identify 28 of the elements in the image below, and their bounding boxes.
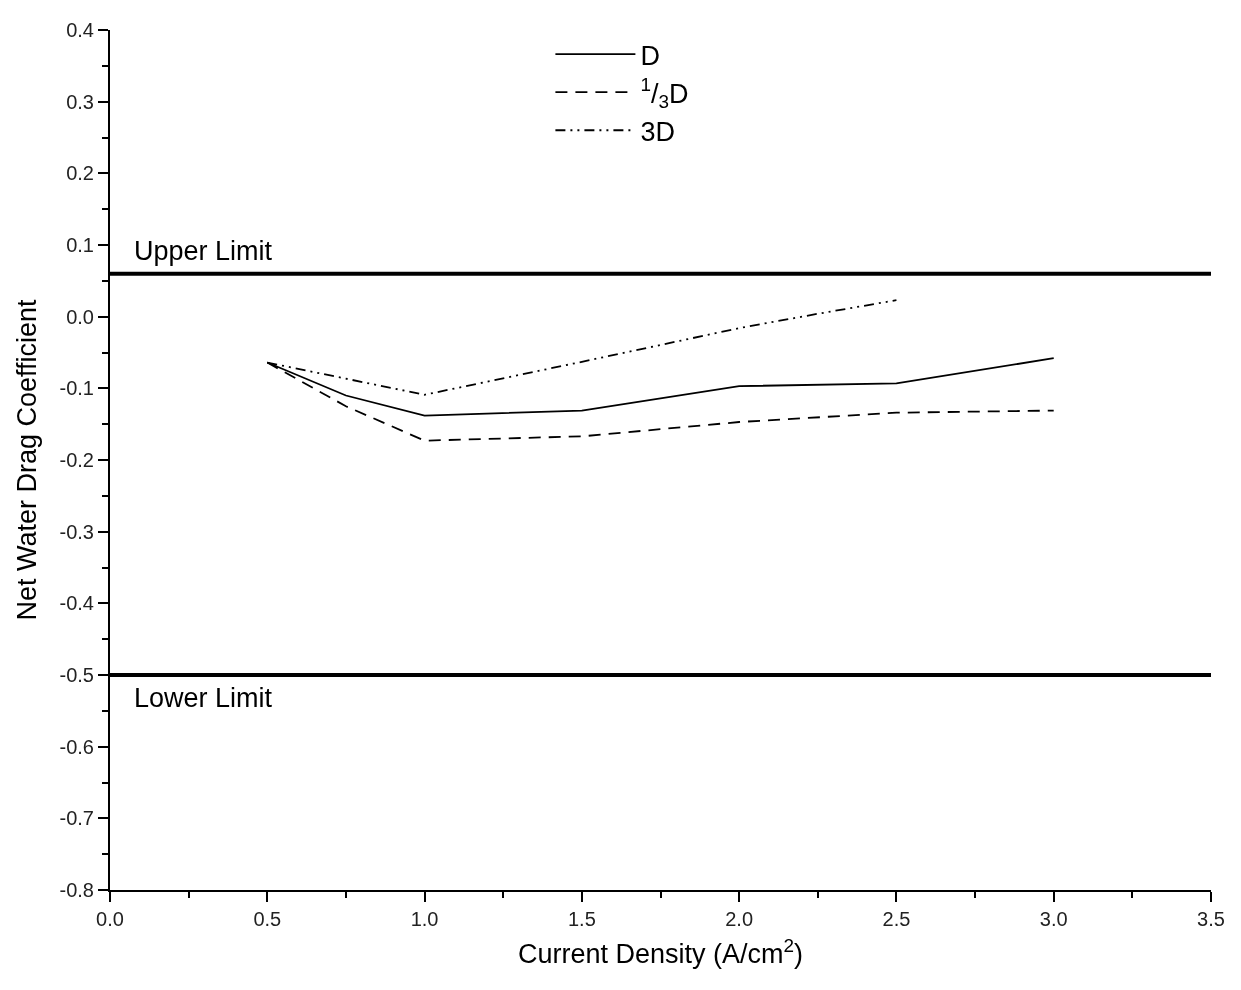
x-tick-label: 2.0 xyxy=(725,908,754,930)
y-tick-label: 0.3 xyxy=(66,90,94,113)
x-tick-label: 3.0 xyxy=(1039,908,1068,930)
y-tick-label: -0.3 xyxy=(59,520,94,543)
x-tick-label: 1.0 xyxy=(410,908,439,930)
x-tick-label: 3.5 xyxy=(1197,908,1225,930)
x-tick-label: 1.5 xyxy=(567,908,596,930)
y-tick-label: -0.2 xyxy=(59,449,94,471)
x-tick-label: 0.5 xyxy=(253,908,282,930)
y-axis-title: Net Water Drag Coefficient xyxy=(12,298,43,621)
y-tick-label: -0.4 xyxy=(59,592,94,615)
y-tick-label: -0.5 xyxy=(59,664,94,686)
y-tick-label: -0.8 xyxy=(59,879,94,901)
y-tick-label: -0.1 xyxy=(59,377,94,400)
legend-label: 3D xyxy=(640,116,675,147)
y-tick-label: 0.1 xyxy=(66,234,94,256)
legend-label: D xyxy=(640,40,660,71)
y-tick-label: -0.6 xyxy=(59,735,94,758)
ref-line-label: Upper Limit xyxy=(134,236,273,266)
y-tick-label: -0.7 xyxy=(59,807,94,830)
legend-label: $^{1}$/$_{3}$D xyxy=(640,74,689,113)
x-tick-label: 2.5 xyxy=(882,908,911,930)
y-tick-label: 0.0 xyxy=(66,305,94,328)
y-tick-label: 0.4 xyxy=(66,19,94,41)
x-tick-label: 0.0 xyxy=(96,908,124,930)
x-axis-title: Current Density (A/cm$^{2}$) xyxy=(517,934,804,969)
ref-line-label: Lower Limit xyxy=(134,683,273,713)
y-tick-label: 0.2 xyxy=(66,162,94,185)
